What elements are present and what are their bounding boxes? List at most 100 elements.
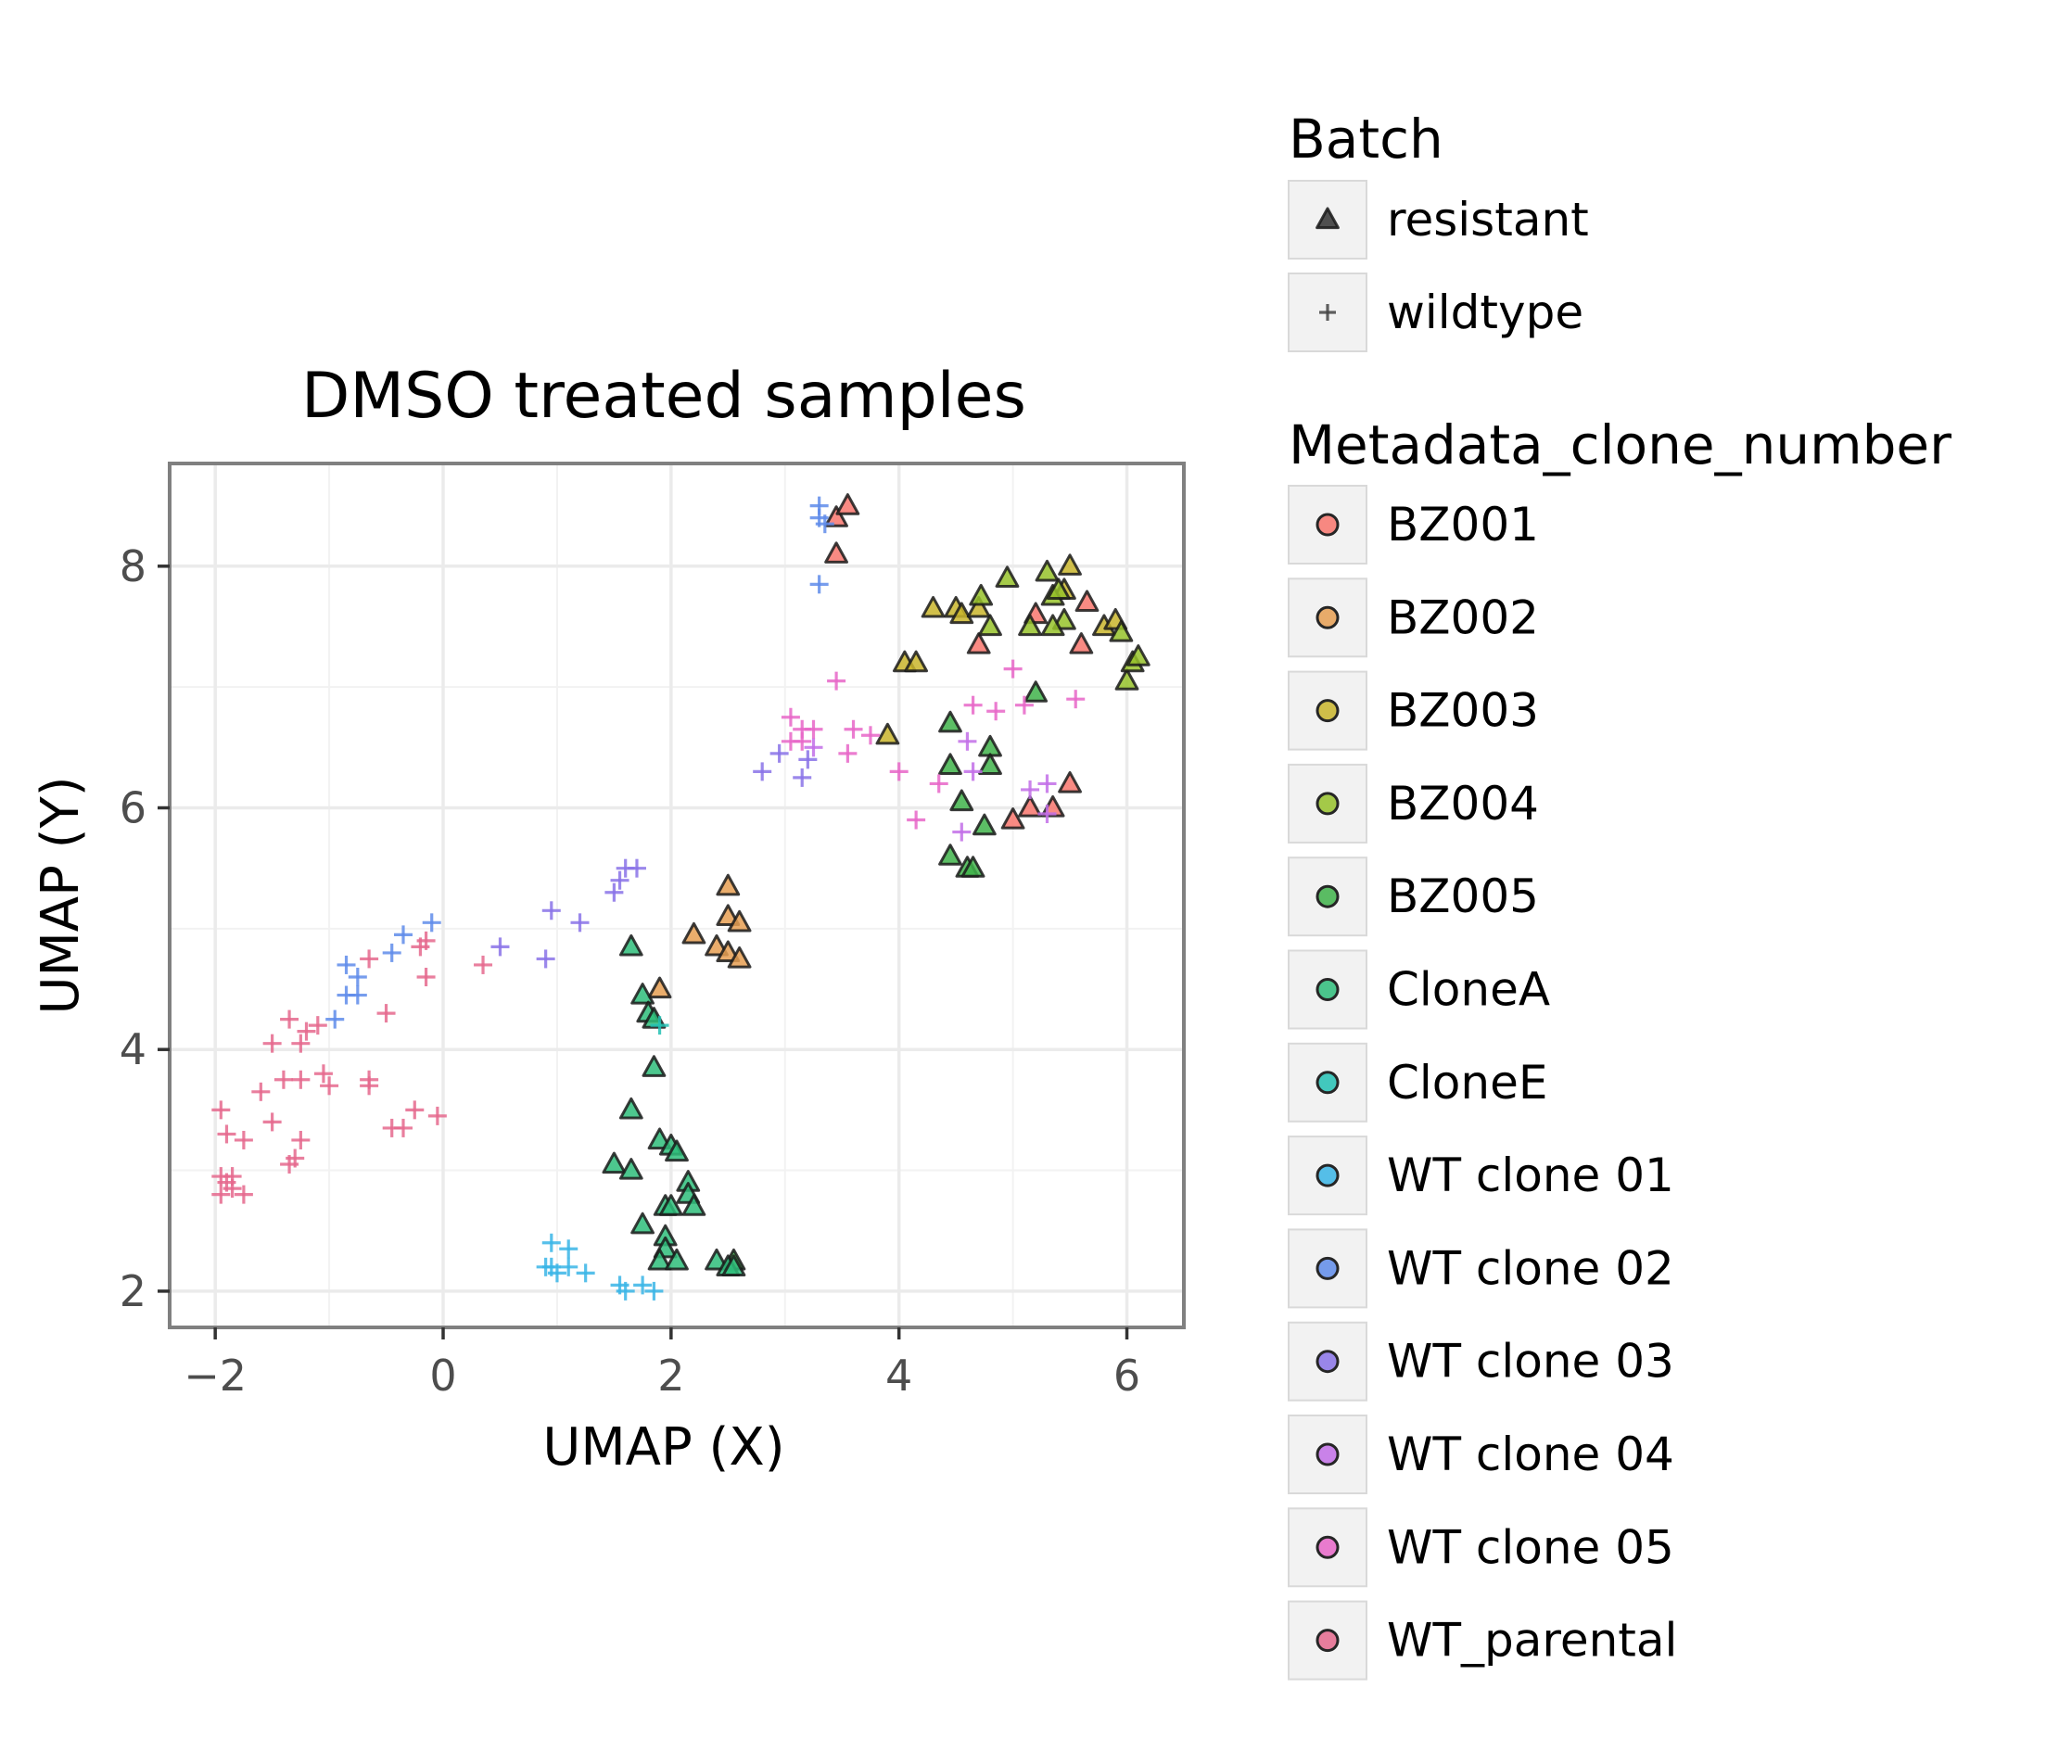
data-point: [618, 933, 643, 957]
data-point: [907, 810, 926, 830]
data-point: [875, 722, 900, 745]
data-point: [602, 1151, 627, 1174]
data-point: [411, 937, 430, 957]
data-point: [1037, 805, 1057, 824]
data-point: [665, 1248, 689, 1271]
data-point: [1046, 577, 1071, 601]
legend-batch: Batch resistant wildtype: [1288, 108, 1589, 352]
plot-panel: [168, 462, 1186, 1329]
data-point: [211, 1100, 231, 1120]
data-point: [809, 575, 829, 594]
series-clonea: [602, 933, 746, 1276]
legend-color-dot-icon: [1316, 792, 1340, 816]
data-point: [604, 882, 624, 902]
data-point: [360, 1076, 379, 1096]
legend-clone-item: WT clone 01: [1288, 1136, 1674, 1216]
data-point: [1037, 774, 1057, 793]
data-point: [972, 813, 997, 836]
legend-triangle-icon: [1316, 207, 1340, 230]
legend-color-dot-icon: [1316, 1629, 1340, 1653]
series-wt-clone-05: [781, 659, 1086, 830]
data-point: [1000, 807, 1025, 830]
data-point: [938, 710, 962, 733]
legend-batch-items: resistant wildtype: [1288, 180, 1589, 352]
legend-label: BZ002: [1387, 590, 1539, 644]
data-point: [969, 583, 994, 606]
data-point: [949, 602, 974, 625]
legend-label: BZ003: [1387, 684, 1539, 738]
legend-clone-item: BZ005: [1288, 857, 1539, 937]
data-point: [541, 1233, 561, 1252]
legend-color-dot-icon: [1316, 513, 1340, 537]
data-point: [642, 1055, 667, 1077]
legend-color-dot-icon: [1316, 1535, 1340, 1559]
data-point: [1058, 553, 1082, 576]
legend-color-dot-icon: [1316, 699, 1340, 723]
legend-label: wildtype: [1387, 286, 1583, 339]
data-point: [1069, 632, 1094, 654]
series-bz005: [721, 680, 1049, 1271]
series-bz004: [969, 559, 1150, 691]
data-point: [280, 1155, 299, 1174]
legend-clone-item: BZ002: [1288, 577, 1539, 658]
data-point: [835, 493, 860, 515]
legend-color-dot-icon: [1316, 605, 1340, 629]
data-point: [325, 1009, 345, 1029]
y-tick-label: 4: [120, 1024, 146, 1074]
data-point: [348, 985, 367, 1005]
legend-clone: Metadata_clone_number BZ001BZ002BZ003BZ0…: [1288, 413, 1951, 1681]
data-point: [633, 1275, 653, 1295]
data-point: [291, 1130, 311, 1149]
data-point: [995, 565, 1020, 588]
data-point: [1074, 590, 1100, 613]
data-point: [1014, 695, 1034, 715]
x-tick-label: 2: [657, 1351, 684, 1401]
legend-clone-item: WT clone 05: [1288, 1507, 1674, 1588]
data-point: [963, 762, 983, 781]
data-point: [376, 1004, 396, 1023]
data-point: [966, 632, 991, 654]
legend-clone-items: BZ001 BZ002 BZ003 BZ004 BZ005 CloneA CloneE WT …: [1288, 485, 1677, 1681]
data-point: [1021, 780, 1040, 799]
data-point: [681, 921, 706, 945]
data-point: [978, 614, 1002, 637]
data-point: [1125, 644, 1150, 666]
data-point: [262, 1112, 282, 1132]
data-point: [313, 1064, 333, 1084]
x-tick-label: 4: [885, 1351, 912, 1401]
data-point: [1040, 614, 1065, 637]
data-point: [547, 1263, 566, 1283]
data-point: [904, 650, 929, 673]
series-wt-clone-01: [536, 1233, 664, 1301]
legend-label: resistant: [1387, 193, 1589, 247]
legend-batch-item: wildtype: [1288, 273, 1583, 352]
legend-label: WT clone 05: [1387, 1520, 1674, 1574]
y-tick-label: 6: [120, 782, 146, 832]
legend-color-dot-icon: [1316, 978, 1340, 1001]
legend-color-dot-icon: [1316, 1350, 1340, 1374]
y-tick-label: 8: [120, 541, 146, 591]
data-point: [291, 1034, 311, 1053]
data-point: [211, 1185, 231, 1204]
data-point: [1003, 659, 1023, 679]
data-point: [422, 913, 441, 933]
panel-border: [168, 462, 1186, 1329]
series-bz003: [875, 553, 1128, 745]
x-tick-label: 0: [429, 1351, 456, 1401]
data-point: [949, 789, 974, 812]
y-axis-title: UMAP (Y): [31, 776, 91, 1014]
legend-clone-item: BZ004: [1288, 763, 1539, 844]
legend-color-dot-icon: [1316, 1163, 1340, 1187]
data-point: [490, 937, 510, 957]
data-point: [804, 719, 823, 739]
data-point: [721, 1254, 746, 1276]
grid-minor: [170, 463, 1184, 1327]
data-point: [929, 774, 948, 793]
legend-clone-item: WT_parental: [1288, 1600, 1677, 1681]
data-point: [824, 505, 848, 527]
legend-label: WT_parental: [1387, 1614, 1677, 1668]
data-point: [251, 1082, 271, 1101]
legend-color-dot-icon: [1316, 884, 1340, 908]
x-tick-label: −2: [184, 1351, 247, 1401]
